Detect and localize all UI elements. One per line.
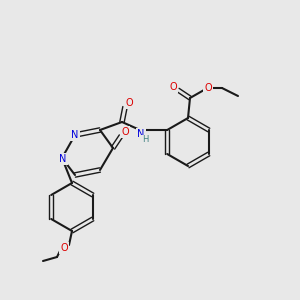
Text: O: O [60, 243, 68, 253]
Text: O: O [121, 127, 129, 137]
Text: O: O [125, 98, 133, 108]
Text: N: N [71, 130, 79, 140]
Text: N: N [59, 154, 67, 164]
Text: O: O [169, 82, 177, 92]
Text: O: O [204, 83, 212, 93]
Text: N: N [137, 129, 145, 139]
Text: H: H [142, 136, 148, 145]
